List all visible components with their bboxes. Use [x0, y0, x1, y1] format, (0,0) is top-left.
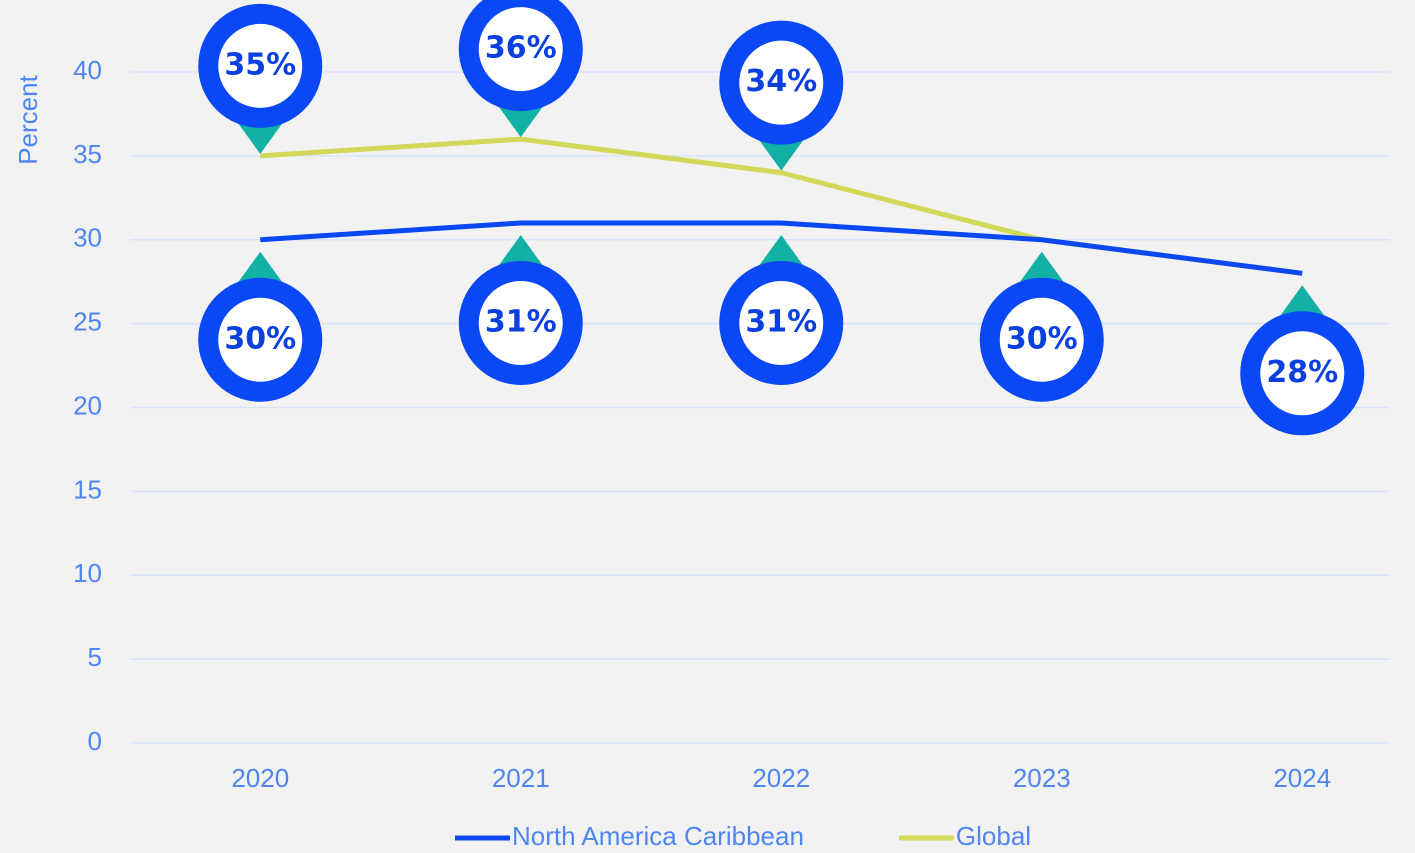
x-tick-label: 2020: [231, 763, 289, 793]
data-label: 30%: [224, 321, 296, 356]
x-tick-label: 2023: [1013, 763, 1071, 793]
data-label: 28%: [1266, 355, 1338, 390]
data-label: 34%: [745, 64, 817, 99]
legend-label: Global: [956, 821, 1031, 851]
y-tick-label: 40: [73, 55, 102, 85]
callout-ring: [719, 20, 844, 145]
data-label: 36%: [485, 31, 557, 66]
callout-ring: [1240, 311, 1365, 436]
data-label: 31%: [485, 304, 557, 339]
data-label: 35%: [224, 47, 296, 82]
y-tick-label: 35: [73, 139, 102, 169]
x-tick-label: 2021: [492, 763, 550, 793]
x-tick-label: 2022: [752, 763, 810, 793]
callout-ring: [458, 0, 583, 112]
callout-ring: [979, 277, 1104, 402]
callout-ring: [458, 260, 583, 385]
legend-label: North America Caribbean: [512, 821, 804, 851]
y-axis-label: Percent: [13, 74, 43, 164]
y-tick-label: 30: [73, 223, 102, 253]
y-tick-label: 15: [73, 474, 102, 504]
callout-ring: [198, 3, 323, 128]
line-series: [260, 220, 1303, 276]
data-label: 31%: [745, 304, 817, 339]
callout-ring: [198, 277, 323, 402]
x-tick-label: 2024: [1273, 763, 1331, 793]
callout-ring: [719, 260, 844, 385]
y-tick-label: 20: [73, 390, 102, 420]
y-tick-label: 25: [73, 307, 102, 337]
y-tick-label: 0: [88, 726, 102, 756]
y-tick-label: 10: [73, 558, 102, 588]
y-tick-label: 5: [88, 642, 102, 672]
data-label: 30%: [1006, 321, 1078, 356]
